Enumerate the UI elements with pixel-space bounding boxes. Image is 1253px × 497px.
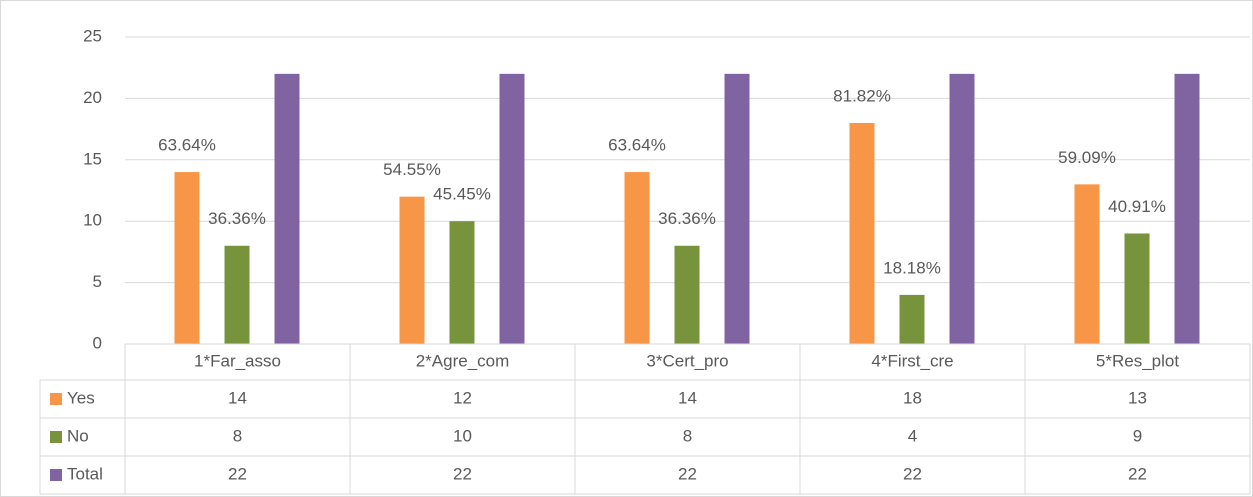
bar — [949, 73, 975, 344]
bar — [499, 73, 525, 344]
category-label: 2*Agre_com — [416, 351, 510, 370]
bar — [1174, 73, 1200, 344]
y-tick-label: 20 — [83, 88, 102, 107]
table-value: 9 — [1133, 426, 1142, 445]
bar — [174, 172, 200, 344]
table-cell — [1024, 455, 1251, 495]
table-value: 4 — [908, 426, 917, 445]
table-value: 22 — [228, 464, 247, 483]
y-tick-label: 25 — [83, 26, 102, 45]
category-label: 4*First_cre — [871, 351, 953, 370]
bar — [849, 122, 875, 345]
data-label: 36.36% — [208, 209, 266, 228]
y-tick-label: 15 — [83, 149, 102, 168]
bar — [1124, 233, 1150, 344]
table-value: 22 — [453, 464, 472, 483]
data-label: 59.09% — [1058, 148, 1116, 167]
bar — [674, 245, 700, 344]
data-label: 40.91% — [1108, 197, 1166, 216]
data-label: 63.64% — [158, 136, 216, 155]
bar — [899, 294, 925, 344]
bar — [449, 221, 475, 344]
legend-swatch — [50, 393, 62, 405]
table-value: 13 — [1128, 388, 1147, 407]
table-value: 22 — [903, 464, 922, 483]
data-label: 45.45% — [433, 185, 491, 204]
legend-swatch — [50, 431, 62, 443]
table-value: 12 — [453, 388, 472, 407]
bar — [224, 245, 250, 344]
table-value: 22 — [678, 464, 697, 483]
table-value: 14 — [678, 388, 697, 407]
bar — [399, 196, 425, 344]
data-label: 18.18% — [883, 258, 941, 277]
bar — [724, 73, 750, 344]
data-label: 63.64% — [608, 136, 666, 155]
bar — [1074, 184, 1100, 344]
y-tick-label: 10 — [83, 211, 102, 230]
table-value: 8 — [233, 426, 242, 445]
legend-label: No — [67, 426, 89, 445]
table-value: 18 — [903, 388, 922, 407]
data-label: 36.36% — [658, 209, 716, 228]
table-value: 22 — [1128, 464, 1147, 483]
table-value: 14 — [228, 388, 247, 407]
category-label: 1*Far_asso — [194, 351, 281, 370]
y-tick-label: 5 — [93, 272, 102, 291]
legend-label: Yes — [67, 388, 95, 407]
data-label: 54.55% — [383, 160, 441, 179]
bar — [274, 73, 300, 344]
bar — [624, 172, 650, 344]
category-label: 3*Cert_pro — [646, 351, 728, 370]
data-label: 81.82% — [833, 86, 891, 105]
legend-label: Total — [67, 464, 103, 483]
table-value: 10 — [453, 426, 472, 445]
y-tick-label: 0 — [93, 333, 102, 352]
category-label: 5*Res_plot — [1096, 351, 1179, 370]
legend-swatch — [50, 469, 62, 481]
table-value: 8 — [683, 426, 692, 445]
